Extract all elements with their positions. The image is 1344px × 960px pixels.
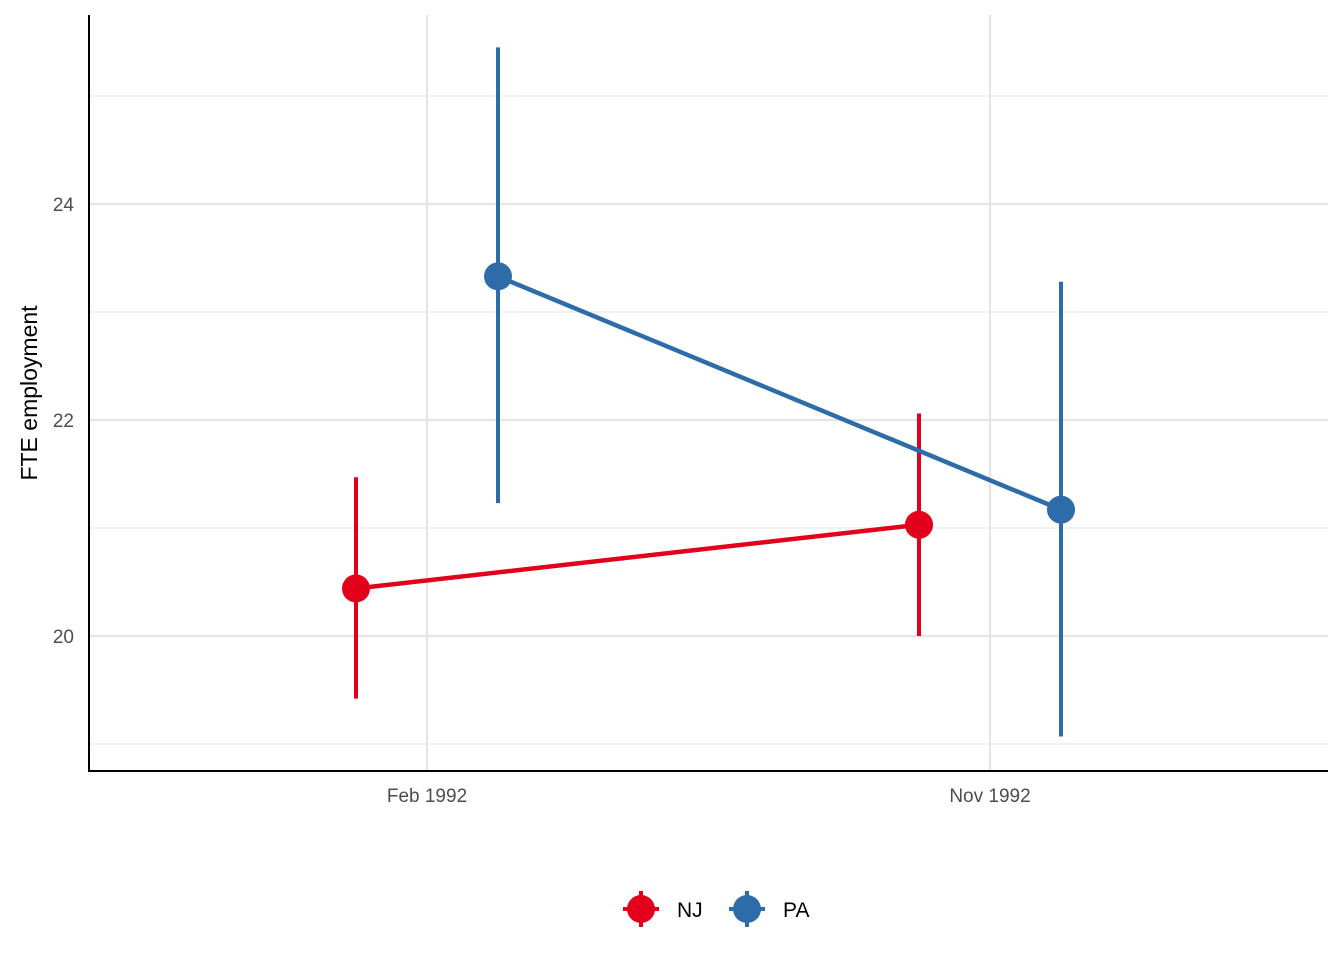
x-tick-label: Feb 1992 [387,786,467,807]
series-layer [342,47,1075,737]
legend-item-nj: NJ [623,891,703,927]
series-pa [484,47,1075,737]
y-tick-label: 20 [53,627,74,648]
grid-major [89,15,1328,771]
series-line [355,522,920,591]
legend-key-point [733,895,761,923]
tick-labels: 20 22 24 Feb 1992 Nov 1992 [53,195,1031,807]
y-tick-label: 24 [53,195,75,216]
legend-item-pa: PA [729,891,809,927]
axes [88,15,1328,772]
data-point [1047,495,1075,524]
series-nj [342,413,933,699]
legend: NJ PA [623,891,809,927]
y-tick-label: 22 [53,411,74,432]
data-point [484,262,512,291]
grid-minor [89,95,1328,745]
legend-label: NJ [677,899,703,922]
y-axis-title: FTE employment [16,305,42,481]
legend-key-point [627,895,655,923]
legend-label: PA [783,899,809,922]
series-line [497,274,1062,512]
x-tick-label: Nov 1992 [949,786,1030,807]
data-point [342,574,370,603]
data-point [905,510,933,539]
